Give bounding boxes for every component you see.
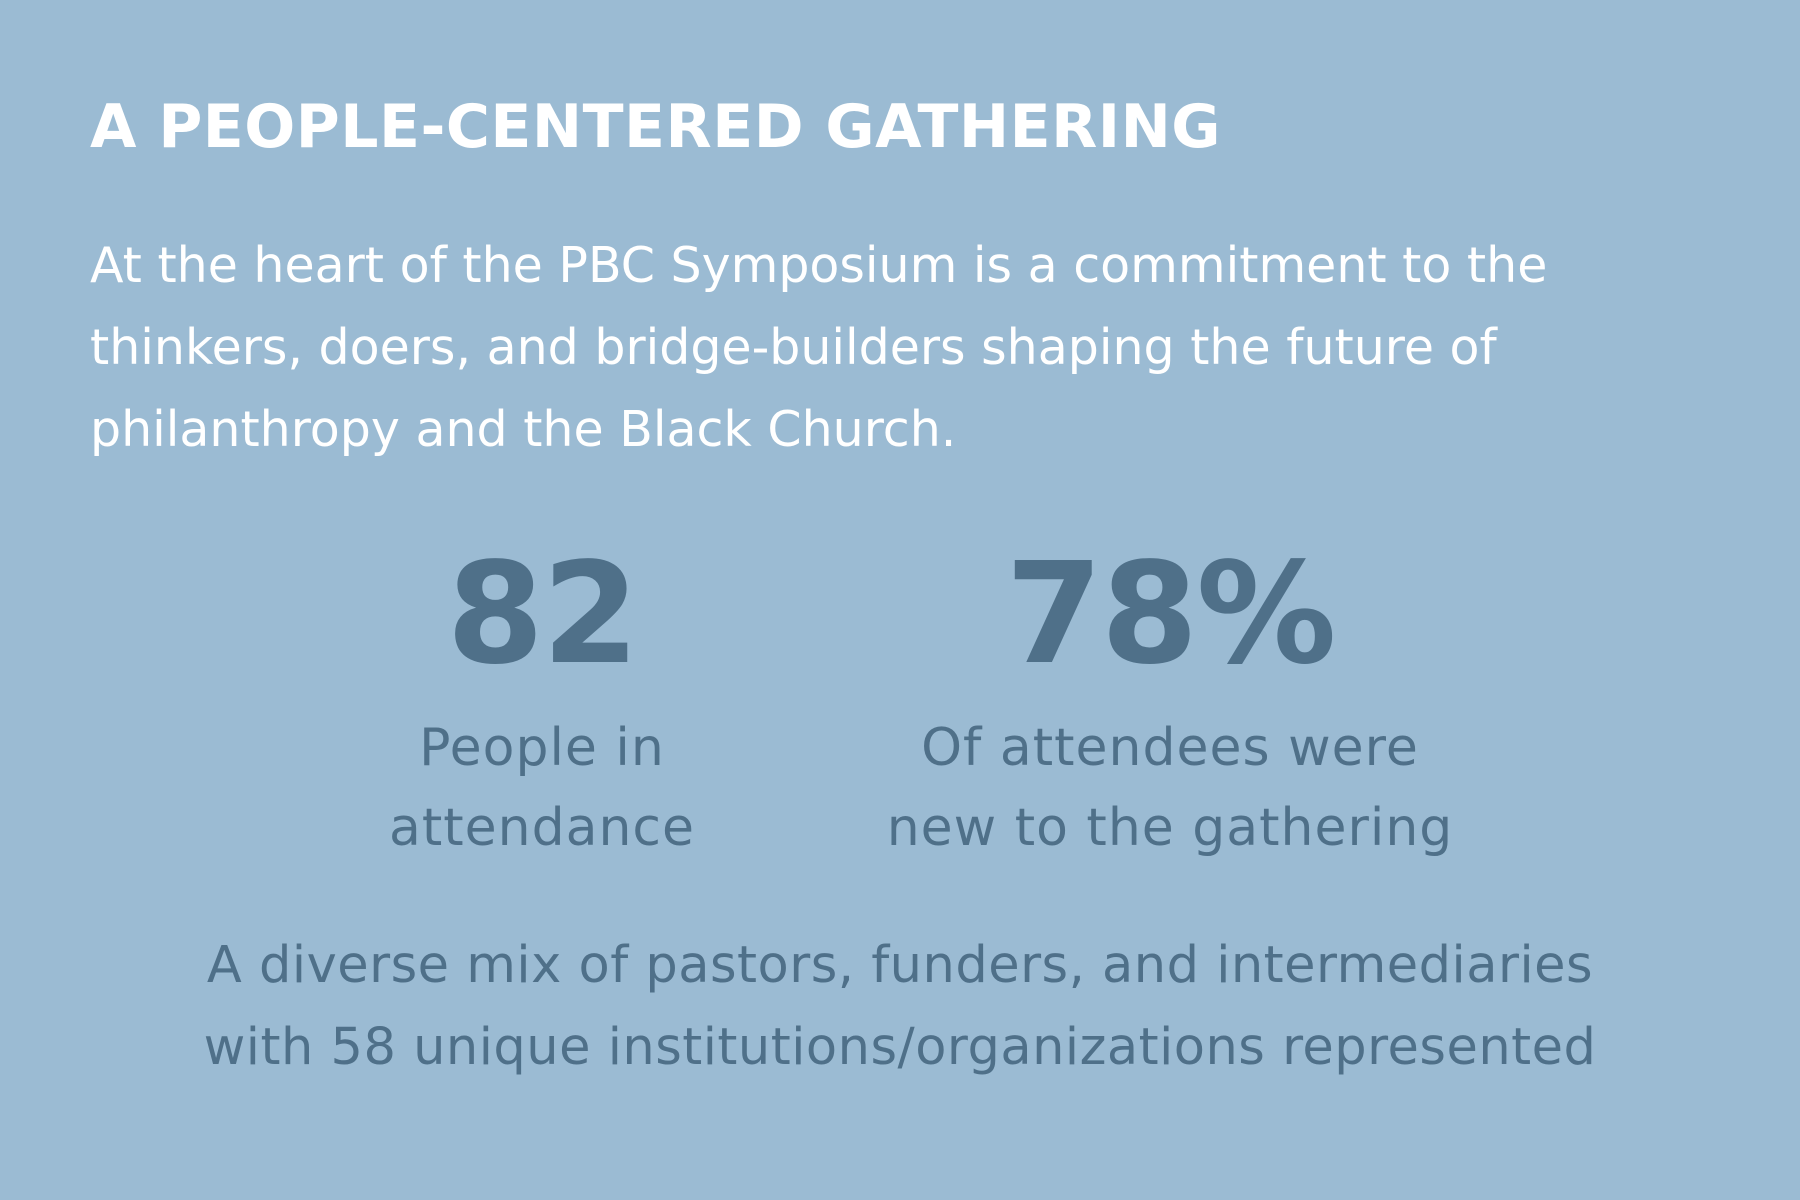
stat-attendance: 82 People in attendance <box>342 540 742 868</box>
summary-line: with 58 unique institutions/organization… <box>203 1018 1597 1077</box>
intro-line: thinkers, doers, and bridge-builders sha… <box>90 319 1497 376</box>
stat-caption: Of attendees were new to the gathering <box>840 708 1500 868</box>
stat-caption: People in attendance <box>342 708 742 868</box>
stat-caption-line: Of attendees were <box>921 718 1419 778</box>
stat-caption-line: People in <box>419 718 665 778</box>
stat-new-attendees: 78% Of attendees were new to the gatheri… <box>840 540 1500 868</box>
stat-caption-line: new to the gathering <box>886 798 1454 858</box>
summary-line: A diverse mix of pastors, funders, and i… <box>206 936 1594 995</box>
summary-text: A diverse mix of pastors, funders, and i… <box>60 925 1740 1089</box>
intro-line: At the heart of the PBC Symposium is a c… <box>90 237 1548 294</box>
stat-caption-line: attendance <box>388 798 695 858</box>
intro-paragraph: At the heart of the PBC Symposium is a c… <box>90 225 1710 471</box>
section-heading: A PEOPLE-CENTERED GATHERING <box>90 92 1222 162</box>
intro-line: philanthropy and the Black Church. <box>90 401 957 458</box>
stat-number: 82 <box>446 533 640 696</box>
stat-number: 78% <box>1005 533 1336 696</box>
